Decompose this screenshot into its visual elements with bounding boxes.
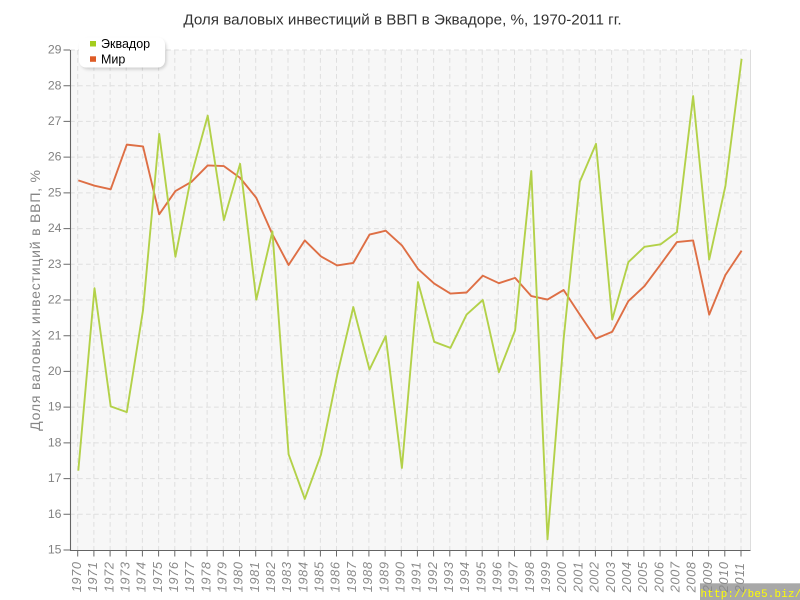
svg-text:1981: 1981 <box>247 561 262 592</box>
svg-text:1972: 1972 <box>101 561 116 592</box>
svg-text:19: 19 <box>48 400 62 414</box>
svg-text:16: 16 <box>48 507 62 521</box>
svg-text:1976: 1976 <box>166 561 181 592</box>
svg-text:28: 28 <box>48 78 62 92</box>
svg-text:17: 17 <box>48 471 62 485</box>
svg-text:2000: 2000 <box>554 561 569 593</box>
svg-text:2002: 2002 <box>587 561 602 593</box>
svg-text:1983: 1983 <box>279 561 294 592</box>
svg-text:23: 23 <box>48 257 62 271</box>
svg-text:1970: 1970 <box>69 561 84 592</box>
svg-text:Мир: Мир <box>101 52 125 66</box>
svg-text:18: 18 <box>48 436 62 450</box>
svg-text:2007: 2007 <box>668 561 683 593</box>
svg-text:1992: 1992 <box>425 561 440 592</box>
svg-text:22: 22 <box>48 293 62 307</box>
svg-text:2009: 2009 <box>700 561 715 593</box>
svg-text:1986: 1986 <box>328 561 343 592</box>
svg-text:1982: 1982 <box>263 561 278 592</box>
svg-text:1988: 1988 <box>360 561 375 592</box>
svg-text:1989: 1989 <box>376 561 391 592</box>
svg-text:1995: 1995 <box>473 561 488 592</box>
svg-text:26: 26 <box>48 150 62 164</box>
svg-text:1979: 1979 <box>215 561 230 592</box>
svg-text:http://be5.biz/: http://be5.biz/ <box>701 589 800 600</box>
svg-text:29: 29 <box>48 43 62 57</box>
svg-text:1974: 1974 <box>134 561 149 592</box>
svg-text:1994: 1994 <box>457 561 472 592</box>
svg-text:27: 27 <box>48 114 62 128</box>
svg-text:2010: 2010 <box>716 561 731 593</box>
svg-text:21: 21 <box>48 328 62 342</box>
svg-text:2001: 2001 <box>570 561 585 593</box>
svg-text:2008: 2008 <box>684 561 699 593</box>
svg-text:20: 20 <box>48 364 62 378</box>
svg-text:1987: 1987 <box>344 561 359 592</box>
svg-text:1977: 1977 <box>182 561 197 592</box>
svg-text:1984: 1984 <box>295 561 310 592</box>
svg-text:1999: 1999 <box>538 561 553 592</box>
svg-text:1997: 1997 <box>506 561 521 592</box>
svg-text:2006: 2006 <box>651 561 666 593</box>
svg-text:1996: 1996 <box>490 561 505 592</box>
svg-text:2003: 2003 <box>603 561 618 593</box>
svg-text:1990: 1990 <box>393 561 408 592</box>
svg-text:24: 24 <box>48 221 62 235</box>
svg-text:Доля валовых инвестиций в ВВП: Доля валовых инвестиций в ВВП в Эквадоре… <box>183 12 621 29</box>
svg-text:25: 25 <box>48 186 62 200</box>
svg-text:Эквадор: Эквадор <box>101 37 150 51</box>
svg-text:1975: 1975 <box>150 561 165 592</box>
svg-text:1993: 1993 <box>441 561 456 592</box>
svg-text:1971: 1971 <box>85 561 100 592</box>
svg-text:1980: 1980 <box>231 561 246 592</box>
svg-text:2011: 2011 <box>732 562 747 593</box>
svg-text:2005: 2005 <box>635 561 650 593</box>
svg-text:1998: 1998 <box>522 561 537 592</box>
svg-text:1973: 1973 <box>117 561 132 592</box>
svg-text:Доля валовых инвестиций в ВВП,: Доля валовых инвестиций в ВВП, % <box>27 169 43 431</box>
svg-text:1978: 1978 <box>198 561 213 592</box>
svg-text:15: 15 <box>48 543 62 557</box>
svg-text:2004: 2004 <box>619 561 634 593</box>
svg-text:1985: 1985 <box>312 561 327 592</box>
svg-text:1991: 1991 <box>409 561 424 592</box>
